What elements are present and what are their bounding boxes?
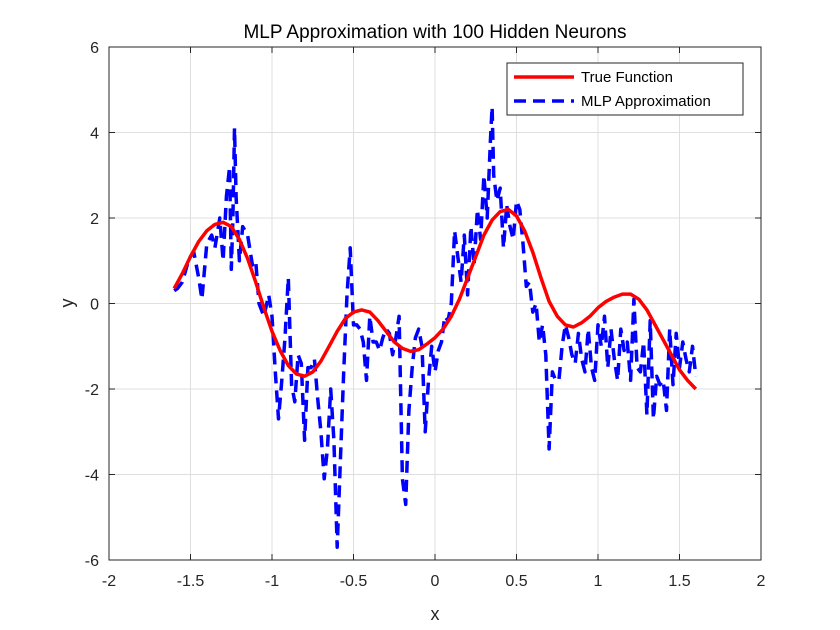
x-tick-label: -0.5	[340, 573, 368, 590]
y-tick-label: 6	[90, 40, 99, 57]
y-tick-label: 4	[90, 126, 99, 143]
y-axis-label: y	[57, 299, 77, 308]
legend-label: True Function	[581, 69, 673, 86]
ticks	[108, 46, 762, 561]
y-tick-label: -2	[85, 382, 99, 399]
y-tick-label: 0	[90, 297, 99, 314]
x-tick-label: 1.5	[668, 573, 690, 590]
x-tick-label: 1	[594, 573, 603, 590]
y-tick-label: -6	[85, 553, 99, 570]
legend-label: MLP Approximation	[581, 93, 711, 110]
tick-labels: -2 -1.5 -1 -0.5 0 0.5 1 1.5 2 -6 -4 -2 0 2 4 6	[85, 40, 766, 590]
series-line-mlp-approximation	[173, 105, 698, 549]
x-tick-label: 0.5	[505, 573, 527, 590]
x-tick-label: 0	[431, 573, 440, 590]
x-tick-label: -1	[265, 573, 279, 590]
chart-title: MLP Approximation with 100 Hidden Neuron…	[243, 22, 626, 43]
x-tick-label: -1.5	[177, 573, 205, 590]
legend: True Function MLP Approximation	[506, 62, 744, 116]
x-tick-label: 2	[757, 573, 766, 590]
series-line-true-function	[172, 207, 698, 391]
y-tick-label: 2	[90, 211, 99, 228]
legend-box	[506, 62, 744, 116]
x-tick-label: -2	[102, 573, 116, 590]
x-axis-label: x	[431, 604, 440, 624]
series-layer	[172, 105, 698, 549]
y-tick-label: -4	[85, 468, 99, 485]
